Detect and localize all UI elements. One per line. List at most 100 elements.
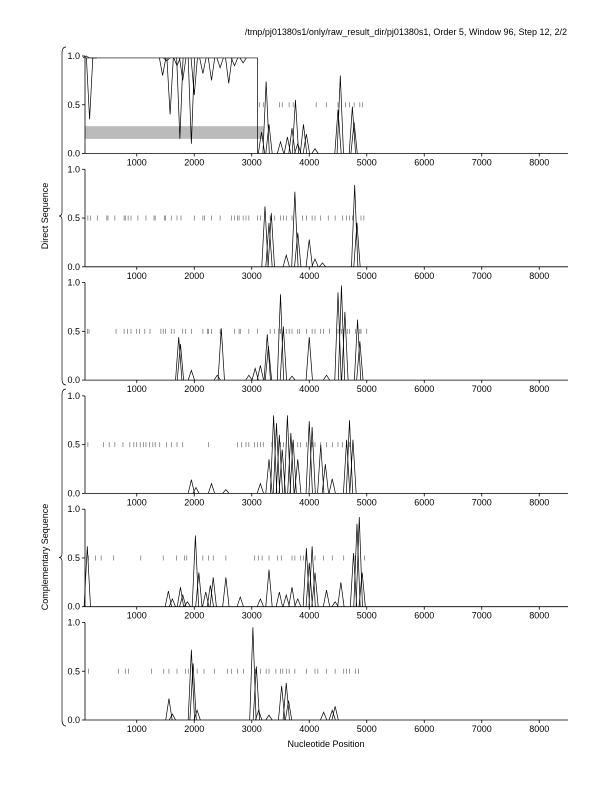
signal-peak [282,682,290,721]
x-tick-label: 4000 [299,724,319,734]
signal-peak [294,597,302,607]
x-tick-label: 5000 [357,271,377,281]
signal-peak [179,593,187,607]
x-tick-label: 1000 [127,611,147,621]
signal-peak [291,191,299,267]
x-tick-label: 8000 [529,611,549,621]
x-tick-label: 4000 [299,271,319,281]
signal-peak [265,714,273,721]
y-tick-label: 1.0 [67,618,80,628]
signal-peak [257,131,266,154]
signal-peak [187,479,195,494]
signal-peak [175,337,183,381]
signal-peak [263,334,271,381]
figure-title: /tmp/pj01380s1/only/raw_result_dir/pj013… [245,27,567,37]
x-tick-label: 4000 [299,497,319,507]
x-tick-label: 3000 [242,384,262,394]
signal-peak [285,700,293,721]
signal-peak [276,140,285,154]
signal-peak [319,262,326,268]
signal-peak [288,587,296,607]
signal-peak [206,585,214,607]
signal-peak [236,595,244,607]
signal-peak [289,439,297,494]
signal-peak [334,109,342,154]
y-tick-label: 0.0 [67,149,80,159]
signal-peak [337,582,345,607]
signal-peak [176,587,184,607]
signal-peak [311,147,319,154]
x-tick-label: 6000 [414,611,434,621]
panel-complementary-frame-3: 0.0 0.5 1.0 1000 2000 3000 4000 5000 6000 7000 800… [67,618,568,734]
signal-peak [321,464,329,494]
x-tick-label: 2000 [184,724,204,734]
signal-peak [207,57,216,81]
signal-peak [86,57,94,120]
signal-peak [82,55,90,59]
signal-peak [323,374,330,381]
x-tick-label: 5000 [357,158,377,168]
signal-peak [305,562,313,607]
signal-peak [252,666,260,721]
signal-peak [282,593,290,607]
signal-peak [334,292,342,381]
signal-peak [272,423,281,494]
y-tick-label: 1.0 [67,278,80,288]
signal-peak [225,57,233,84]
signal-peak [308,546,316,607]
signal-peak [322,590,331,607]
signal-peak [265,124,273,154]
x-tick-label: 8000 [529,158,549,168]
signal-peak [193,709,201,721]
x-tick-label: 8000 [529,497,549,507]
x-tick-label: 4000 [299,611,319,621]
y-tick-label: 0.0 [67,375,80,385]
x-tick-label: 8000 [529,384,549,394]
x-tick-label: 2000 [184,271,204,281]
signal-peak [278,449,286,494]
signal-peak [302,548,310,607]
x-tick-label: 2000 [184,611,204,621]
x-tick-label: 1000 [127,271,147,281]
x-tick-label: 7000 [472,497,492,507]
signal-peak [230,57,239,67]
signal-peak [276,294,285,381]
signal-peak [261,206,269,267]
y-tick-label: 1.0 [67,164,80,174]
signal-peak [165,698,173,721]
signal-peak [311,572,319,607]
strand-bracket [58,46,67,386]
signal-peak [190,57,198,96]
signal-peak [262,81,270,154]
x-axis-label: Nucleotide Position [287,739,364,749]
signal-peak [305,337,313,381]
signal-peak [287,432,295,494]
signal-peak [216,57,224,69]
signal-peak [302,133,310,154]
signal-peak [288,375,296,381]
signal-peak [275,592,283,607]
signal-peak [328,478,336,494]
signal-peak [207,482,216,494]
signal-peak [164,591,172,607]
y-tick-label: 0.5 [67,440,80,450]
signal-peak [331,601,339,607]
signal-peak [291,99,299,154]
signal-peak [192,486,200,494]
x-tick-label: 6000 [414,158,434,168]
signal-peak [305,239,313,267]
signal-peak [278,685,286,721]
signal-peak [195,572,203,607]
signal-peak [320,711,328,721]
x-tick-label: 2000 [184,384,204,394]
signal-peak [265,569,273,607]
signal-peak [349,439,357,494]
x-tick-label: 5000 [357,497,377,507]
x-tick-label: 2000 [184,158,204,168]
signal-peak [251,367,259,381]
signal-peak [305,421,313,494]
y-tick-label: 0.5 [67,213,80,223]
y-tick-label: 0.5 [67,326,80,336]
signal-peak [311,258,319,267]
